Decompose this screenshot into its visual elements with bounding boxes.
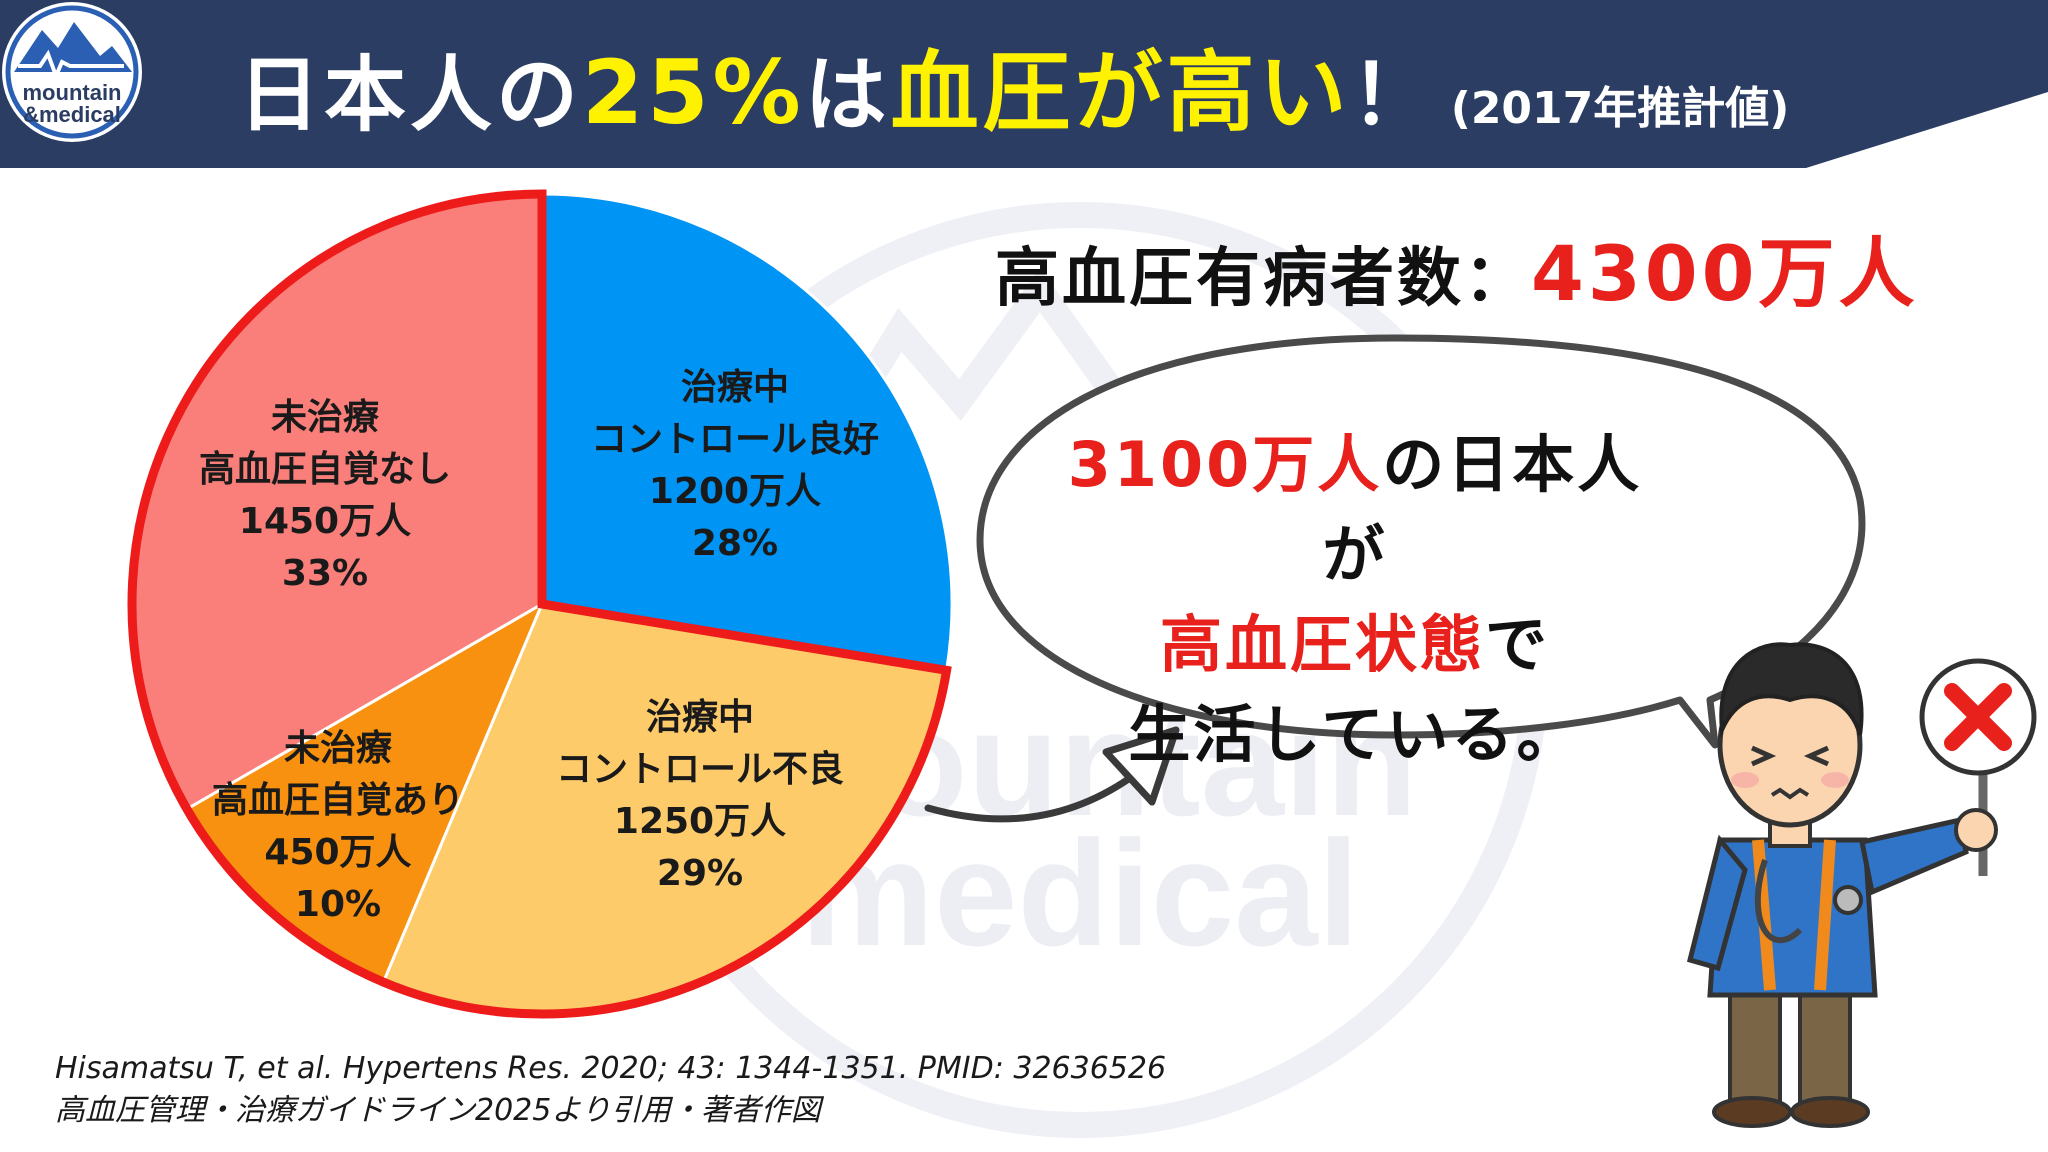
header-banner: mountain &medical 日本人の 25% は 血圧が高い ！ (20… bbox=[0, 0, 2048, 168]
bubble-line2-rest: で bbox=[1485, 608, 1551, 681]
mouth bbox=[1770, 787, 1810, 800]
curved-arrow bbox=[924, 774, 1134, 823]
cross-mark-icon bbox=[1944, 683, 2012, 751]
bubble-line2: 高血圧状態で bbox=[1040, 600, 1670, 690]
slice-percent-label: 28% bbox=[691, 523, 779, 564]
title-subtitle: (2017年推計値) bbox=[1450, 83, 1790, 134]
label-untreated-unaware: 未治療高血圧自覚なし 1450万人 33% bbox=[199, 392, 451, 600]
title-highlight-percent: 25% bbox=[582, 41, 805, 144]
slice-percent-label: 33% bbox=[281, 553, 369, 594]
slice-value-label: 450万人 bbox=[264, 832, 412, 873]
right-cheek bbox=[1821, 772, 1849, 788]
slice-category-label: コントロール不良 bbox=[555, 749, 845, 790]
label-controlled: 治療中コントロール良好 1200万人 28% bbox=[591, 362, 879, 570]
right-arm bbox=[1859, 816, 1969, 896]
left-cheek bbox=[1731, 772, 1759, 788]
right-shoe bbox=[1790, 1096, 1870, 1128]
arrow-head-icon bbox=[1102, 726, 1180, 806]
citation: Hisamatsu T, et al. Hypertens Res. 2020;… bbox=[55, 1048, 1166, 1132]
slice-value-label: 1450万人 bbox=[238, 501, 412, 542]
page-title: 日本人の 25% は 血圧が高い ！ (2017年推計値) bbox=[238, 22, 1790, 144]
slice-category-label: 治療中 bbox=[680, 367, 790, 408]
backpack-strap-right bbox=[1814, 839, 1836, 991]
citation-line2: 高血圧管理・治療ガイドライン2025より引用・著者作図 bbox=[55, 1093, 821, 1128]
right-leg bbox=[1798, 983, 1852, 1107]
left-leg bbox=[1728, 983, 1782, 1107]
bubble-line1-rest: の日本人が bbox=[1322, 428, 1643, 591]
stethoscope-icon bbox=[1754, 859, 1803, 944]
title-highlight-bp: 血圧が高い bbox=[890, 41, 1351, 144]
bubble-line1-red: 3100万人 bbox=[1067, 428, 1383, 501]
logo-text-line2: &medical bbox=[23, 102, 121, 127]
logo-text-line1: mountain bbox=[23, 80, 122, 105]
bubble-line3: 生活している。 bbox=[1128, 698, 1582, 771]
slice-category-label: コントロール良好 bbox=[590, 419, 880, 460]
total-value: 4300万人 bbox=[1531, 229, 1919, 318]
total-patients: 高血圧有病者数：4300万人 bbox=[995, 212, 1919, 322]
mountain-medical-logo: mountain &medical bbox=[2, 2, 142, 142]
right-eye bbox=[1803, 745, 1830, 767]
watermark-text-line2: medical bbox=[801, 809, 1360, 977]
highlight-outline bbox=[127, 189, 952, 1019]
citation-line1: Hisamatsu T, et al. Hypertens Res. 2020;… bbox=[55, 1051, 1167, 1086]
label-uncontrolled: 治療中コントロール不良 1250万人 29% bbox=[556, 692, 844, 900]
backpack-strap-left bbox=[1752, 839, 1776, 991]
right-hand bbox=[1954, 808, 1998, 852]
slice-category-label: 未治療 bbox=[270, 397, 380, 438]
title-exclamation: ！ bbox=[1350, 48, 1437, 143]
label-untreated-aware: 未治療高血圧自覚あり 450万人 10% bbox=[212, 723, 464, 931]
slice-controlled bbox=[540, 192, 954, 673]
bubble-line2-red: 高血圧状態 bbox=[1159, 608, 1485, 681]
header-background bbox=[0, 0, 2048, 168]
total-label: 高血圧有病者数： bbox=[995, 242, 1531, 316]
hair bbox=[1719, 642, 1864, 738]
title-part1: 日本人の bbox=[238, 48, 583, 143]
slice-percent-label: 10% bbox=[294, 884, 382, 925]
slice-value-label: 1200万人 bbox=[648, 471, 822, 512]
slice-category-label: 未治療 bbox=[283, 728, 393, 769]
bubble-line1: 3100万人の日本人が bbox=[1040, 420, 1670, 600]
slice-value-label: 1250万人 bbox=[613, 801, 787, 842]
bubble-message: 3100万人の日本人が 高血圧状態で 生活している。 bbox=[1040, 420, 1670, 780]
stethoscope-chestpiece bbox=[1833, 885, 1863, 915]
slice-percent-label: 29% bbox=[656, 853, 744, 894]
slice-category-label: 高血圧自覚あり bbox=[211, 780, 465, 821]
left-shoe bbox=[1712, 1096, 1792, 1128]
slice-category-label: 治療中 bbox=[645, 697, 755, 738]
speech-bubble bbox=[976, 334, 1866, 749]
left-arm bbox=[1686, 834, 1748, 972]
left-eye bbox=[1750, 745, 1777, 767]
slice-category-label: 高血圧自覚なし bbox=[198, 449, 452, 490]
title-part2: は bbox=[804, 48, 891, 143]
